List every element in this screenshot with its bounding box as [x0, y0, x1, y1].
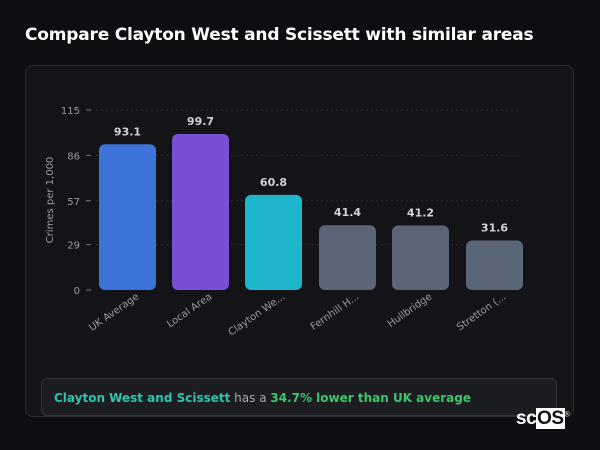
- x-tick-label: UK Average: [87, 291, 141, 333]
- page-title: Compare Clayton West and Scissett with s…: [25, 25, 534, 45]
- data-label: 99.7: [187, 115, 214, 128]
- bar-2: [245, 194, 302, 290]
- x-tick-label: Clayton We...: [227, 291, 288, 338]
- y-tick-label: 0: [74, 286, 80, 297]
- data-label: 60.8: [260, 176, 287, 189]
- x-tick-label: Hullbridge: [386, 291, 434, 330]
- data-label: 93.1: [114, 125, 141, 138]
- bar-0: [99, 144, 156, 290]
- scos-logo: scOS®: [516, 408, 570, 429]
- summary-result: 34.7% lower than UK average: [270, 391, 471, 405]
- summary-box: Clayton West and Scissett has a 34.7% lo…: [41, 378, 557, 416]
- data-label: 41.4: [334, 206, 361, 219]
- y-tick-label: 86: [67, 151, 80, 162]
- x-tick-label: Local Area: [165, 291, 214, 330]
- data-label: 41.2: [407, 207, 434, 220]
- bar-5: [466, 240, 523, 290]
- bar-4: [392, 225, 449, 290]
- bar-1: [172, 133, 229, 290]
- x-tick-label: Fernhill H...: [309, 291, 361, 332]
- y-tick-label: 29: [67, 241, 80, 252]
- x-tick-label: Stretton (...: [455, 291, 508, 333]
- y-tick-label: 57: [67, 197, 80, 208]
- data-label: 31.6: [481, 222, 508, 235]
- summary-area: Clayton West and Scissett: [54, 391, 231, 405]
- summary-text: has a: [230, 391, 271, 405]
- y-axis-label: Crimes per 1,000: [45, 157, 56, 244]
- y-tick-label: 115: [61, 106, 80, 117]
- bar-3: [319, 225, 376, 290]
